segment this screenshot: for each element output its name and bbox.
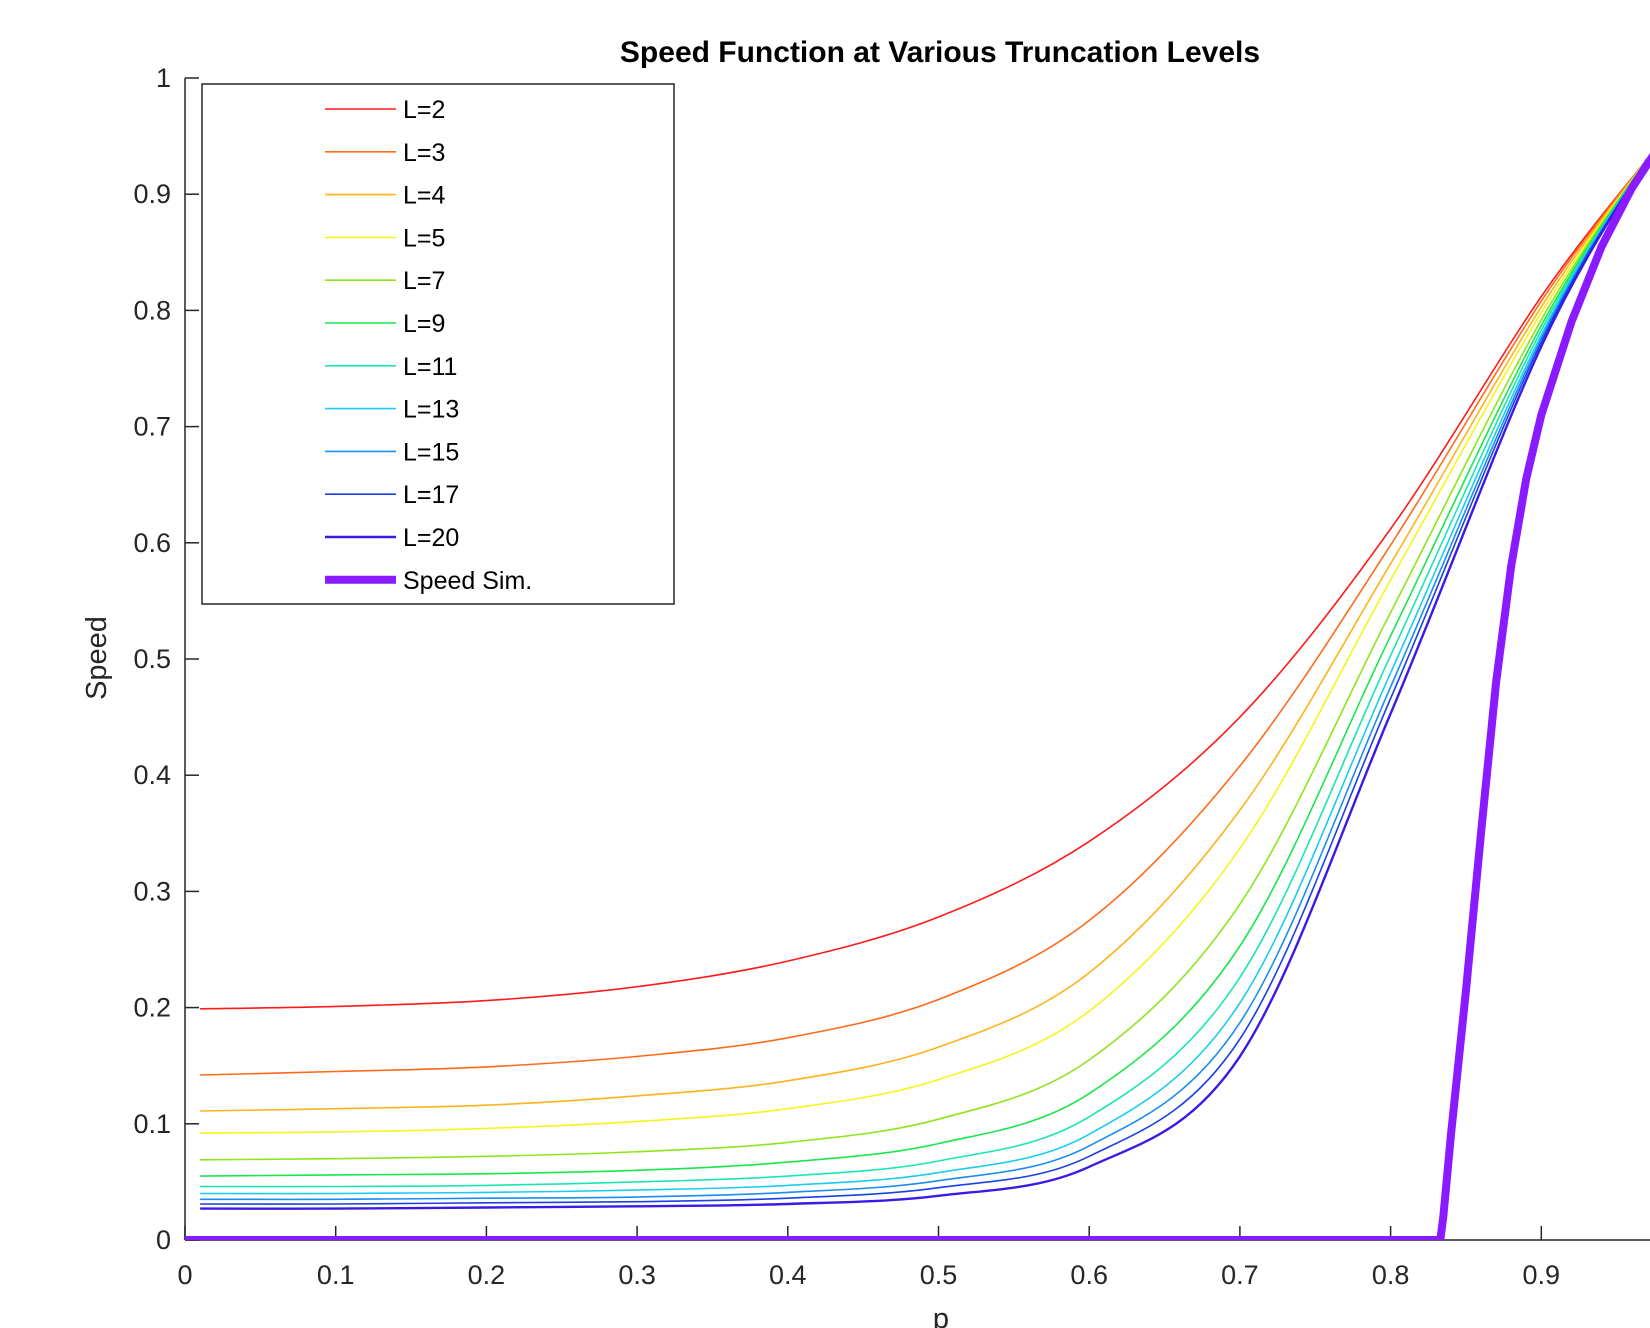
series-line-l-3 (200, 158, 1648, 1076)
y-tick-label: 0.4 (133, 760, 171, 790)
y-tick-label: 0.6 (133, 528, 171, 558)
legend-label: Speed Sim. (403, 567, 532, 595)
series-line-l-15 (200, 158, 1648, 1201)
legend-label: L=4 (403, 182, 446, 210)
y-tick-label: 0.7 (133, 412, 171, 442)
chart-title: Speed Function at Various Truncation Lev… (620, 36, 1260, 69)
y-tick-label: 0.5 (133, 644, 171, 674)
x-tick-label: 0.7 (1221, 1260, 1259, 1290)
legend-label: L=15 (403, 438, 459, 466)
series-line-l-17 (200, 158, 1648, 1205)
legend: L=2 L=3 L=4 L=5 L=7 L=9 L=11 L=13 L=15 L=17 L=20 Sp… (201, 83, 675, 605)
series-line-speed-sim (185, 152, 1650, 1240)
y-tick-label: 0.3 (133, 876, 171, 906)
plot-area (185, 152, 1650, 1240)
x-tick-label: 0.6 (1070, 1260, 1108, 1290)
y-tick-label: 0 (156, 1225, 171, 1255)
y-tick-label: 0.9 (133, 179, 171, 209)
series-line-l-2 (200, 158, 1648, 1010)
legend-box (201, 83, 675, 605)
y-tick-label: 0.2 (133, 993, 171, 1023)
legend-label: L=3 (403, 139, 445, 167)
legend-label: L=2 (403, 96, 445, 124)
x-tick-label: 0.2 (468, 1260, 506, 1290)
y-tick-label: 1 (156, 63, 171, 93)
y-axis-label: Speed (81, 616, 113, 700)
x-tick-label: 0.4 (769, 1260, 807, 1290)
series-line-l-20 (200, 158, 1648, 1210)
x-tick-label: 0.1 (317, 1260, 355, 1290)
x-tick-label: 0.8 (1372, 1260, 1410, 1290)
x-tick-label: 0.9 (1523, 1260, 1561, 1290)
x-axis-label: p (933, 1303, 949, 1328)
legend-label: L=13 (403, 396, 459, 424)
legend-label: L=7 (403, 267, 445, 295)
legend-label: L=5 (403, 224, 445, 252)
series-line-l-5 (200, 158, 1648, 1134)
series-line-l-9 (200, 158, 1648, 1177)
y-tick-label: 0.1 (133, 1109, 171, 1139)
legend-label: L=9 (403, 310, 445, 338)
legend-label: L=11 (403, 353, 457, 381)
axes: 0 0.1 0.2 0.3 0.4 0.5 0.6 0.7 0.8 0.9 0 0.1 0.2 0.3 0.… (133, 63, 1650, 1290)
series-line-l-4 (200, 158, 1648, 1112)
series-line-l-11 (200, 158, 1648, 1188)
legend-label: L=20 (403, 524, 459, 552)
legend-label: L=17 (403, 481, 459, 509)
series-line-l-13 (200, 158, 1648, 1195)
series-line-l-7 (200, 158, 1648, 1161)
x-tick-label: 0.3 (618, 1260, 656, 1290)
y-tick-label: 0.8 (133, 295, 171, 325)
x-tick-label: 0.5 (920, 1260, 958, 1290)
x-tick-label: 0 (177, 1260, 192, 1290)
